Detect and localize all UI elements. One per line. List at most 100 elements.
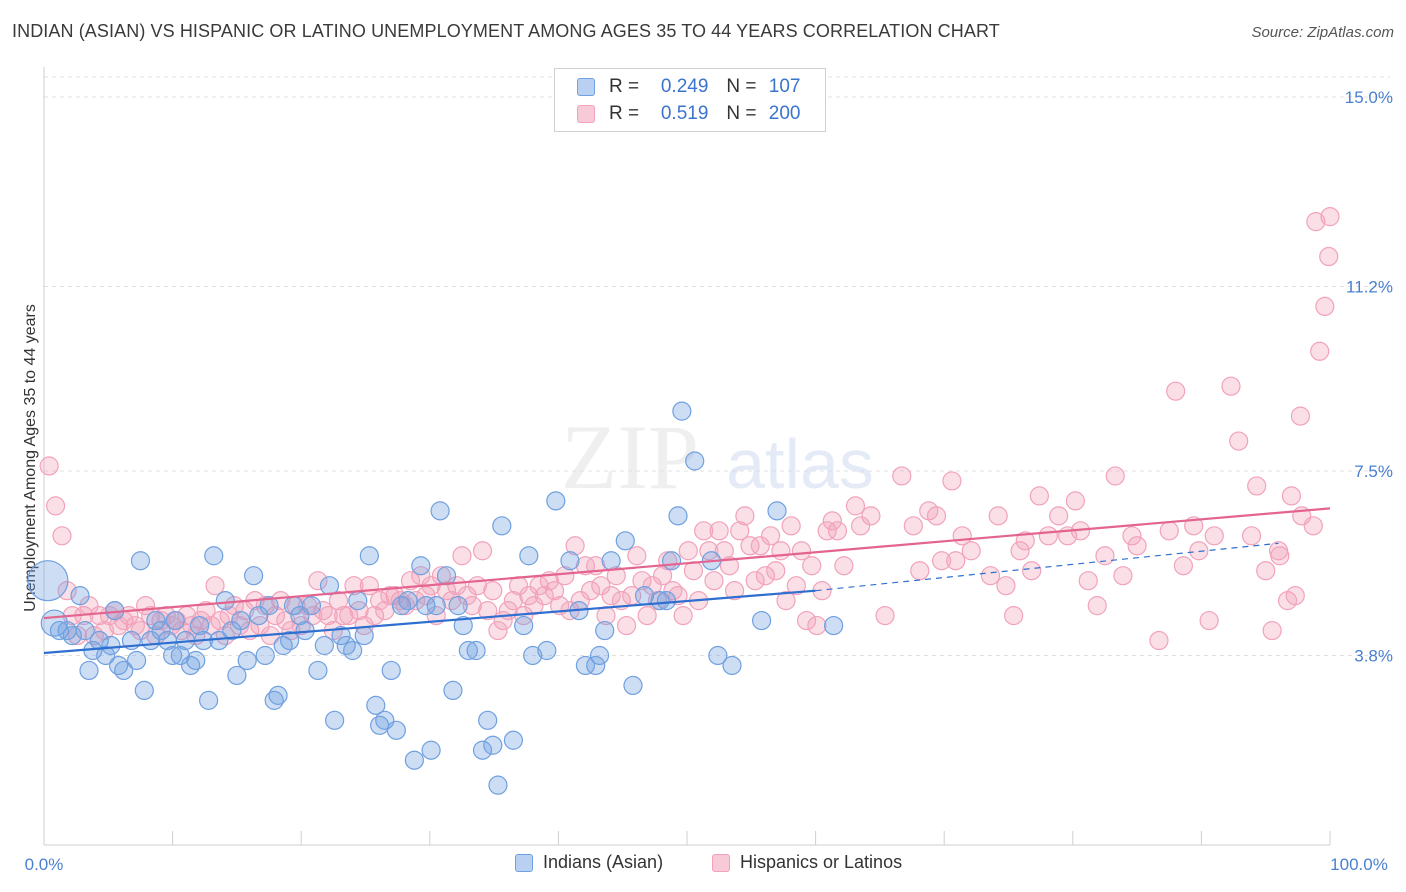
- hispanic-point: [308, 571, 328, 591]
- indian-point: [601, 551, 621, 571]
- hispanic-point: [668, 586, 688, 606]
- indian-point: [62, 625, 82, 646]
- hispanic-point: [205, 576, 225, 596]
- indian-point: [421, 740, 441, 760]
- indian-point: [478, 710, 498, 730]
- x-tick-label: 0.0%: [25, 855, 64, 874]
- hispanic-point: [704, 571, 724, 591]
- indian-point: [280, 630, 300, 651]
- hispanic-point: [544, 581, 565, 601]
- hispanic-point: [52, 526, 72, 546]
- hispanic-point: [575, 556, 596, 576]
- indian-point: [237, 650, 257, 671]
- hispanic-point: [1204, 526, 1224, 546]
- hispanic-point: [822, 511, 842, 531]
- indian-point: [190, 615, 210, 636]
- hispanic-point: [776, 591, 796, 611]
- hispanic-point: [673, 605, 693, 626]
- hispanic-point: [1038, 526, 1058, 546]
- y-tick-label: 11.2%: [1346, 277, 1393, 296]
- hispanic-point: [318, 605, 338, 626]
- indian-point: [249, 605, 269, 626]
- hispanic-point: [1029, 486, 1049, 506]
- hispanic-point: [926, 506, 947, 526]
- hispanic-point: [555, 566, 575, 586]
- y-tick-label: 15.0%: [1345, 88, 1393, 107]
- indian-point: [586, 655, 606, 676]
- hispanic-point: [565, 536, 585, 556]
- indian-point: [672, 401, 692, 421]
- indian-point: [79, 660, 99, 681]
- trend-lines: [43, 507, 1331, 655]
- indian-point: [199, 690, 219, 710]
- hispanic-point: [524, 596, 544, 616]
- hispanic-point: [1105, 466, 1125, 486]
- indian-point: [114, 660, 134, 681]
- indian-point: [615, 531, 635, 551]
- indian-point: [319, 576, 340, 596]
- indian-point: [27, 560, 69, 602]
- indian-point: [101, 635, 121, 656]
- indian-point: [170, 645, 190, 666]
- indian-point: [273, 635, 293, 656]
- hispanic-point: [519, 586, 539, 606]
- hispanic-point: [1290, 406, 1311, 426]
- indian-point: [411, 556, 431, 576]
- indian-point: [430, 501, 450, 521]
- chart-title: INDIAN (ASIAN) VS HISPANIC OR LATINO UNE…: [12, 21, 1000, 41]
- indian-point: [426, 596, 446, 616]
- hispanic-point: [875, 605, 895, 626]
- source-label: Source: ZipAtlas.com: [1251, 24, 1394, 41]
- indian-point: [436, 566, 457, 586]
- correlation-legend: R = 0.249 N = 107 R = 0.519 N = 200: [554, 68, 826, 132]
- hispanic-point: [406, 591, 426, 611]
- hispanic-point: [1247, 476, 1267, 496]
- indian-point: [661, 551, 682, 571]
- hispanic-point: [683, 561, 704, 581]
- hispanic-trend-line: [43, 507, 1331, 620]
- hispanic-point: [740, 536, 760, 556]
- legend-label-hispanic: Hispanics or Latinos: [740, 852, 903, 872]
- hispanic-point: [781, 516, 801, 536]
- indian-point: [708, 645, 728, 666]
- pink-swatch: [712, 853, 730, 872]
- hispanic-point: [632, 571, 652, 591]
- indian-point: [537, 640, 557, 661]
- indian-trend-line: [43, 589, 816, 655]
- indian-point: [75, 620, 95, 641]
- indian-point: [308, 660, 328, 681]
- hispanic-point: [946, 551, 966, 571]
- indian-point: [386, 720, 406, 740]
- indian-point: [331, 625, 351, 646]
- hispanic-point: [1004, 605, 1024, 626]
- hispanic-point: [339, 605, 359, 626]
- indian-point: [354, 625, 374, 646]
- hispanic-point: [1022, 561, 1042, 581]
- hispanic-point: [861, 506, 881, 526]
- pink-swatch: [577, 105, 595, 123]
- blue-swatch: [577, 78, 595, 96]
- indian-point: [398, 591, 418, 611]
- hispanic-point: [1268, 541, 1289, 561]
- hispanic-point: [709, 521, 729, 541]
- hispanic-point: [1166, 381, 1186, 401]
- hispanic-point: [1065, 491, 1085, 511]
- indian-point: [656, 591, 677, 611]
- indian-point: [472, 740, 493, 760]
- hispanic-point: [45, 496, 66, 516]
- hispanic-point: [483, 581, 503, 601]
- hispanic-point: [1319, 246, 1339, 267]
- indian-point: [448, 596, 468, 616]
- hispanic-point: [1281, 486, 1302, 506]
- hispanic-point: [265, 605, 286, 626]
- hispanic-point: [1229, 431, 1249, 451]
- indian-point: [126, 650, 147, 671]
- r-value: 0.249: [660, 76, 709, 97]
- indian-point: [595, 620, 615, 641]
- hispanic-point: [89, 605, 109, 626]
- hispanic-point: [580, 581, 601, 601]
- hispanic-point: [827, 521, 848, 541]
- indian-point: [751, 610, 772, 631]
- indian-point: [227, 665, 247, 686]
- n-value: 107: [768, 76, 801, 97]
